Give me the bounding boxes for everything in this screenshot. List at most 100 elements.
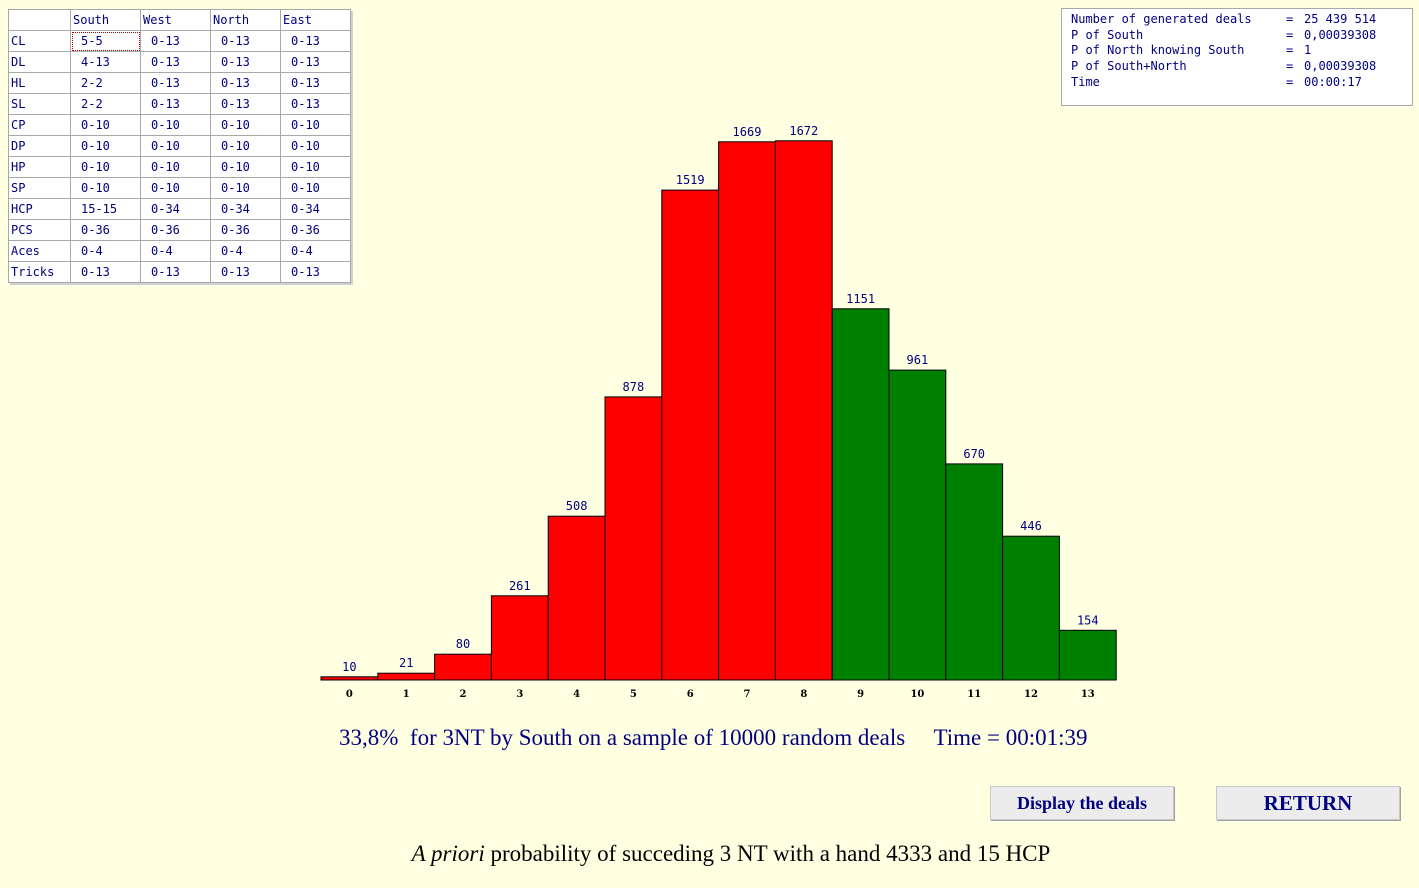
stat-label: P of South xyxy=(1071,27,1144,42)
stat-row: Number of generated deals = 25 439 514 xyxy=(1071,12,1412,28)
bar-value-label: 508 xyxy=(566,499,588,513)
bar-12 xyxy=(1002,535,1060,681)
bar-value-label: 1151 xyxy=(846,292,875,306)
stat-value: 00:00:17 xyxy=(1304,74,1362,89)
bar-value-label: 670 xyxy=(963,447,985,461)
stat-value: 0,00039308 xyxy=(1304,27,1377,42)
constraint-cell[interactable]: 0-13 xyxy=(280,51,351,73)
bar-value-label: 446 xyxy=(1020,519,1042,533)
constraint-cell[interactable]: 0-13 xyxy=(70,261,141,283)
return-button[interactable]: RETURN xyxy=(1216,786,1400,820)
constraints-table: South West North East CL 5-5 0-13 0-13 0-13 DL 4-1… xyxy=(8,9,351,283)
bar-7 xyxy=(718,141,776,681)
table-row: Tricks 0-13 0-13 0-13 0-13 xyxy=(8,261,351,283)
column-header: South xyxy=(70,9,141,31)
stat-label: Time xyxy=(1071,74,1100,89)
constraint-cell[interactable]: 0-13 xyxy=(210,261,281,283)
stat-value: 0,00039308 xyxy=(1304,59,1377,74)
row-label: SP xyxy=(8,177,71,199)
caption-text: probability of succeding 3 NT with a han… xyxy=(484,841,1051,866)
constraint-cell[interactable]: 0-10 xyxy=(210,135,281,157)
row-label: Aces xyxy=(8,240,71,262)
table-row: SL 2-2 0-13 0-13 0-13 xyxy=(8,93,351,115)
stat-label: Number of generated deals xyxy=(1071,12,1252,26)
elapsed-time: Time = 00:01:39 xyxy=(933,725,1088,750)
stat-row: P of South+North = 0,00039308 xyxy=(1071,59,1412,75)
table-row: HL 2-2 0-13 0-13 0-13 xyxy=(8,72,351,94)
bar-value-label: 1669 xyxy=(733,125,762,139)
bar-value-label: 80 xyxy=(456,637,470,651)
x-tick-label: 5 xyxy=(630,689,637,700)
constraint-cell[interactable]: 0-13 xyxy=(280,261,351,283)
constraint-cell[interactable]: 0-13 xyxy=(280,93,351,115)
constraint-cell[interactable]: 0-13 xyxy=(140,51,211,73)
caption-italic: A priori xyxy=(411,841,485,866)
x-tick-label: 7 xyxy=(744,689,751,700)
constraint-cell[interactable]: 0-10 xyxy=(140,156,211,178)
bar-4 xyxy=(547,515,606,681)
x-tick-label: 12 xyxy=(1024,689,1038,700)
tricks-histogram: 10 0 21 1 80 2 261 3 508 4 878 5 1519 6 1669 7 1672 8 1151… xyxy=(320,124,1117,700)
x-tick-label: 10 xyxy=(910,689,924,700)
constraint-cell[interactable]: 0-4 xyxy=(70,240,141,262)
bar-5 xyxy=(604,396,663,681)
bar-value-label: 1672 xyxy=(789,124,818,138)
row-label: HCP xyxy=(8,198,71,220)
bar-value-label: 21 xyxy=(399,656,413,670)
table-header-row: South West North East xyxy=(8,9,351,31)
constraint-cell[interactable]: 0-13 xyxy=(280,30,351,52)
constraint-cell[interactable]: 0-36 xyxy=(280,219,351,241)
bar-8 xyxy=(774,140,833,681)
x-tick-label: 1 xyxy=(403,689,410,700)
bar-1 xyxy=(377,672,436,681)
table-row: DL 4-13 0-13 0-13 0-13 xyxy=(8,51,351,73)
x-tick-label: 2 xyxy=(460,689,467,700)
stat-equals: = xyxy=(1286,74,1294,89)
constraint-cell[interactable]: 0-34 xyxy=(280,198,351,220)
stat-label: P of North knowing South xyxy=(1071,43,1245,58)
table-row: CL 5-5 0-13 0-13 0-13 xyxy=(8,30,351,52)
x-tick-label: 4 xyxy=(573,689,580,700)
stat-value: 25 439 514 xyxy=(1304,12,1377,26)
display-deals-button[interactable]: Display the deals xyxy=(990,786,1174,820)
caption: A priori probability of succeding 3 NT w… xyxy=(0,841,1419,867)
constraint-cell[interactable]: 0-10 xyxy=(140,114,211,136)
result-text: 33,8% for 3NT by South on a sample of 10… xyxy=(339,725,906,750)
bar-value-label: 10 xyxy=(342,660,356,674)
constraint-cell[interactable]: 0-36 xyxy=(210,219,281,241)
bar-9 xyxy=(831,308,890,681)
stat-row: P of North knowing South = 1 xyxy=(1071,43,1412,59)
constraint-cell[interactable]: 0-10 xyxy=(70,177,141,199)
bar-value-label: 878 xyxy=(623,380,645,394)
column-header: East xyxy=(280,9,351,31)
x-tick-label: 9 xyxy=(857,689,864,700)
constraint-cell[interactable]: 0-13 xyxy=(210,51,281,73)
x-tick-label: 6 xyxy=(687,689,694,700)
table-row: CP 0-10 0-10 0-10 0-10 xyxy=(8,114,351,136)
result-summary: 33,8% for 3NT by South on a sample of 10… xyxy=(339,725,1139,751)
row-label: DL xyxy=(8,51,71,73)
constraint-cell[interactable]: 0-10 xyxy=(210,156,281,178)
bar-6 xyxy=(661,189,720,681)
constraint-cell[interactable]: 0-10 xyxy=(280,177,351,199)
x-tick-label: 13 xyxy=(1081,689,1095,700)
stat-equals: = xyxy=(1286,59,1294,74)
stats-panel: Number of generated deals = 25 439 514 P of… xyxy=(1061,8,1413,106)
bar-value-label: 1519 xyxy=(676,173,705,187)
x-tick-label: 0 xyxy=(346,689,353,700)
bar-11 xyxy=(945,463,1004,681)
constraint-cell[interactable]: 0-13 xyxy=(140,72,211,94)
bar-10 xyxy=(888,369,947,681)
stat-value: 1 xyxy=(1304,43,1312,58)
stat-equals: = xyxy=(1286,27,1294,42)
stat-equals: = xyxy=(1286,43,1294,58)
table-row: HCP 15-15 0-34 0-34 0-34 xyxy=(8,198,351,220)
row-label: Tricks xyxy=(8,261,71,283)
x-tick-label: 3 xyxy=(516,689,523,700)
bar-value-label: 154 xyxy=(1077,613,1099,627)
bar-2 xyxy=(434,653,492,681)
table-row: PCS 0-36 0-36 0-36 0-36 xyxy=(8,219,351,241)
constraint-cell[interactable]: 0-10 xyxy=(210,177,281,199)
bar-3 xyxy=(490,595,549,681)
bar-13 xyxy=(1058,629,1117,681)
